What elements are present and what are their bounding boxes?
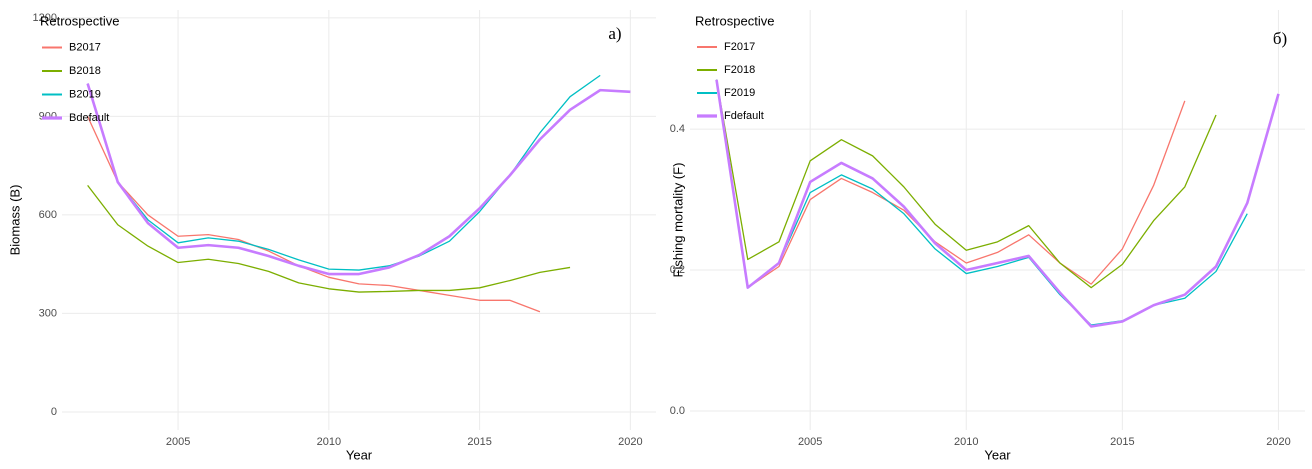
y-tick-label: 300	[39, 307, 57, 319]
x-tick-label: 2015	[467, 436, 491, 448]
legend-label: F2019	[724, 87, 755, 99]
x-axis-title: Year	[984, 447, 1011, 462]
data-line	[715, 79, 1280, 328]
data-line	[715, 79, 1217, 289]
x-tick-label: 2020	[618, 436, 642, 448]
data-line	[87, 184, 571, 293]
legend-title: Retrospective	[40, 13, 119, 28]
data-line	[715, 79, 1186, 289]
y-tick-label: 0.4	[670, 123, 685, 135]
y-tick-label: 0	[51, 406, 57, 418]
data-line	[86, 83, 631, 276]
y-axis-title: Fishing mortality (F)	[670, 163, 685, 278]
legend-title: Retrospective	[695, 13, 774, 28]
legend-label: B2018	[69, 65, 101, 77]
x-tick-label: 2005	[166, 436, 190, 448]
data-line	[87, 116, 541, 313]
y-tick-label: 900	[39, 110, 57, 122]
legend-label: F2017	[724, 41, 755, 53]
y-tick-label: 0.2	[670, 264, 685, 276]
legend-label: B2019	[69, 88, 101, 100]
x-axis-title: Year	[346, 447, 373, 462]
y-axis-title: Biomass (B)	[7, 185, 22, 256]
y-tick-label: 600	[39, 209, 57, 221]
legend-label: B2017	[69, 41, 101, 53]
x-tick-label: 2010	[317, 436, 341, 448]
x-tick-label: 2005	[798, 436, 822, 448]
data-line	[87, 74, 601, 271]
legend-label: Bdefault	[69, 112, 109, 124]
y-tick-label: 0.0	[670, 405, 685, 417]
legend-label: Fdefault	[724, 110, 764, 122]
panel-label: a)	[608, 24, 621, 43]
panel-label: б)	[1273, 29, 1287, 48]
x-tick-label: 2010	[954, 436, 978, 448]
data-line	[715, 79, 1248, 326]
x-tick-label: 2020	[1266, 436, 1290, 448]
y-tick-label: 1200	[33, 12, 57, 24]
x-tick-label: 2015	[1110, 436, 1134, 448]
legend-label: F2018	[724, 64, 755, 76]
